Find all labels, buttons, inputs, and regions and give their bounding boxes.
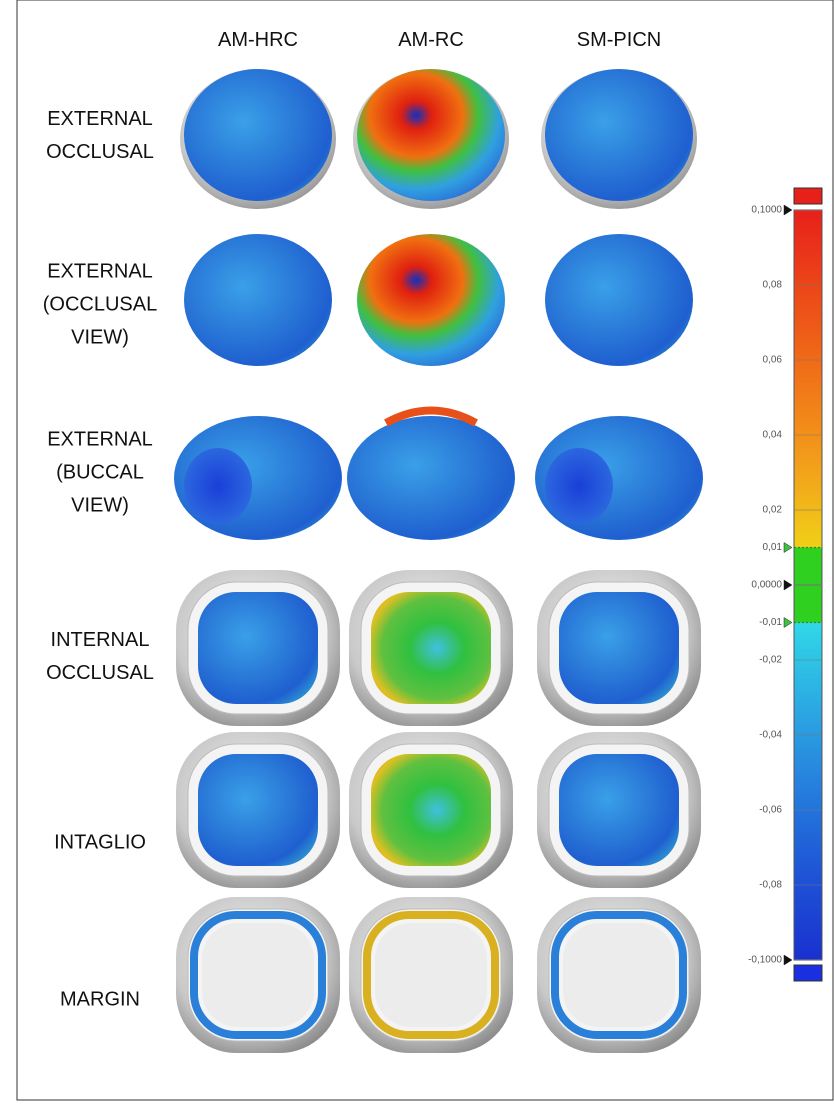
scale-tick-label: -0,08 bbox=[759, 880, 782, 891]
column-header: SM-PICN bbox=[577, 29, 661, 51]
tooth-image bbox=[349, 570, 513, 726]
row-label: (BUCCAL bbox=[56, 461, 144, 483]
deviation-map bbox=[357, 234, 505, 366]
scale-tick-label: -0,06 bbox=[759, 805, 782, 816]
row-label: EXTERNAL bbox=[47, 428, 153, 450]
tooth-image bbox=[347, 406, 515, 540]
tooth-image bbox=[180, 69, 336, 209]
tooth-image bbox=[353, 69, 509, 209]
column-header: AM-RC bbox=[398, 29, 464, 51]
tooth-image bbox=[176, 570, 340, 726]
row-label: VIEW) bbox=[71, 494, 129, 516]
scale-tick-label: -0,02 bbox=[759, 655, 782, 666]
deviation-map bbox=[371, 592, 491, 704]
tooth-image bbox=[545, 234, 693, 366]
tooth-image bbox=[184, 234, 332, 366]
deviation-spot bbox=[184, 448, 252, 524]
scale-tick-label: 0,08 bbox=[763, 280, 783, 291]
row-label: VIEW) bbox=[71, 326, 129, 348]
row-label: OCCLUSAL bbox=[46, 141, 154, 163]
deviation-map bbox=[371, 754, 491, 866]
deviation-map bbox=[559, 592, 679, 704]
labels: AM-HRC AM-RC SM-PICN EXTERNAL OCCLUSAL EXTERN… bbox=[43, 29, 661, 1010]
row-label: (OCCLUSAL bbox=[43, 293, 157, 315]
deviation-map bbox=[357, 69, 505, 201]
tooth-image bbox=[541, 69, 697, 209]
deviation-map bbox=[198, 592, 318, 704]
above-range-swatch bbox=[793, 187, 823, 205]
intaglio-surface bbox=[202, 923, 314, 1027]
scale-tick-label: 0,06 bbox=[763, 355, 783, 366]
deviation-map bbox=[198, 754, 318, 866]
intaglio-surface bbox=[563, 923, 675, 1027]
scale-marker bbox=[783, 204, 793, 216]
frame bbox=[16, 0, 834, 1101]
tooth-image bbox=[357, 234, 505, 366]
tooth-image bbox=[535, 416, 703, 540]
column-header: AM-HRC bbox=[218, 29, 298, 51]
intaglio-surface bbox=[375, 923, 487, 1027]
scale-tick-label: 0,1000 bbox=[751, 205, 782, 216]
deviation-spot bbox=[545, 448, 613, 524]
scale-marker bbox=[783, 954, 793, 966]
below-range-swatch bbox=[793, 964, 823, 982]
tooth-image bbox=[537, 732, 701, 888]
scale-tick-label: -0,04 bbox=[759, 730, 782, 741]
scale-tick-label: -0,1000 bbox=[748, 955, 782, 966]
tooth-image bbox=[349, 732, 513, 888]
margin-band bbox=[363, 911, 499, 1039]
tooth-image bbox=[176, 897, 340, 1053]
deviation-map bbox=[545, 234, 693, 366]
row-label: EXTERNAL bbox=[47, 260, 153, 282]
scale-marker bbox=[783, 579, 793, 591]
tooth-image bbox=[176, 732, 340, 888]
deviation-map bbox=[545, 69, 693, 201]
deviation-edge bbox=[384, 406, 478, 427]
tooth-images bbox=[174, 69, 703, 1053]
deviation-map bbox=[347, 416, 515, 540]
row-label: INTERNAL bbox=[51, 629, 150, 651]
scale-tick-label: 0,01 bbox=[763, 542, 783, 553]
deviation-map bbox=[184, 69, 332, 201]
deviation-map bbox=[184, 234, 332, 366]
tooth-image bbox=[537, 897, 701, 1053]
tooth-image bbox=[537, 570, 701, 726]
scale-tick-label: -0,01 bbox=[759, 617, 782, 628]
margin-band bbox=[190, 911, 326, 1039]
scale-tick-label: 0,02 bbox=[763, 505, 783, 516]
row-label: EXTERNAL bbox=[47, 108, 153, 130]
color-scale: 0,1000 0,08 0,06 0,04 0,02 0,01 0,0000 -0,01 -0,… bbox=[748, 187, 823, 982]
row-label: OCCLUSAL bbox=[46, 662, 154, 684]
row-label: MARGIN bbox=[60, 988, 140, 1010]
scale-tick-label: 0,04 bbox=[763, 430, 783, 441]
scale-tick-label: 0,0000 bbox=[751, 580, 782, 591]
tooth-image bbox=[174, 416, 342, 540]
scale-marker bbox=[783, 542, 793, 553]
row-label: INTAGLIO bbox=[54, 831, 146, 853]
scale-marker bbox=[783, 617, 793, 628]
margin-band bbox=[551, 911, 687, 1039]
deviation-map bbox=[559, 754, 679, 866]
tooth-image bbox=[349, 897, 513, 1053]
